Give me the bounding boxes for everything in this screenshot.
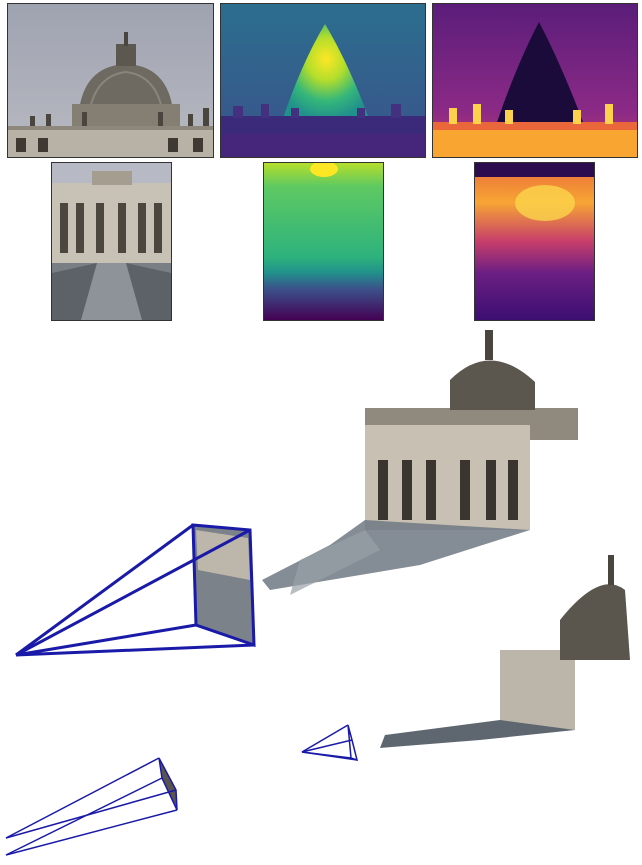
distant-point-cloud: [380, 555, 630, 748]
camera-frustum-1: [15, 523, 256, 657]
rgb-dome-image: [7, 3, 214, 158]
depth-dome-map: [220, 3, 426, 158]
rgb-facade-image: [51, 162, 172, 321]
uncertainty-dome-map: [432, 3, 638, 158]
depth-facade-map: [263, 162, 384, 321]
uncertainty-facade-map: [474, 162, 595, 321]
camera-frustum-2: [301, 724, 359, 762]
facade-point-cloud: [262, 330, 578, 595]
point-cloud-scene: [5, 330, 630, 856]
camera-frustum-3: [5, 757, 178, 856]
